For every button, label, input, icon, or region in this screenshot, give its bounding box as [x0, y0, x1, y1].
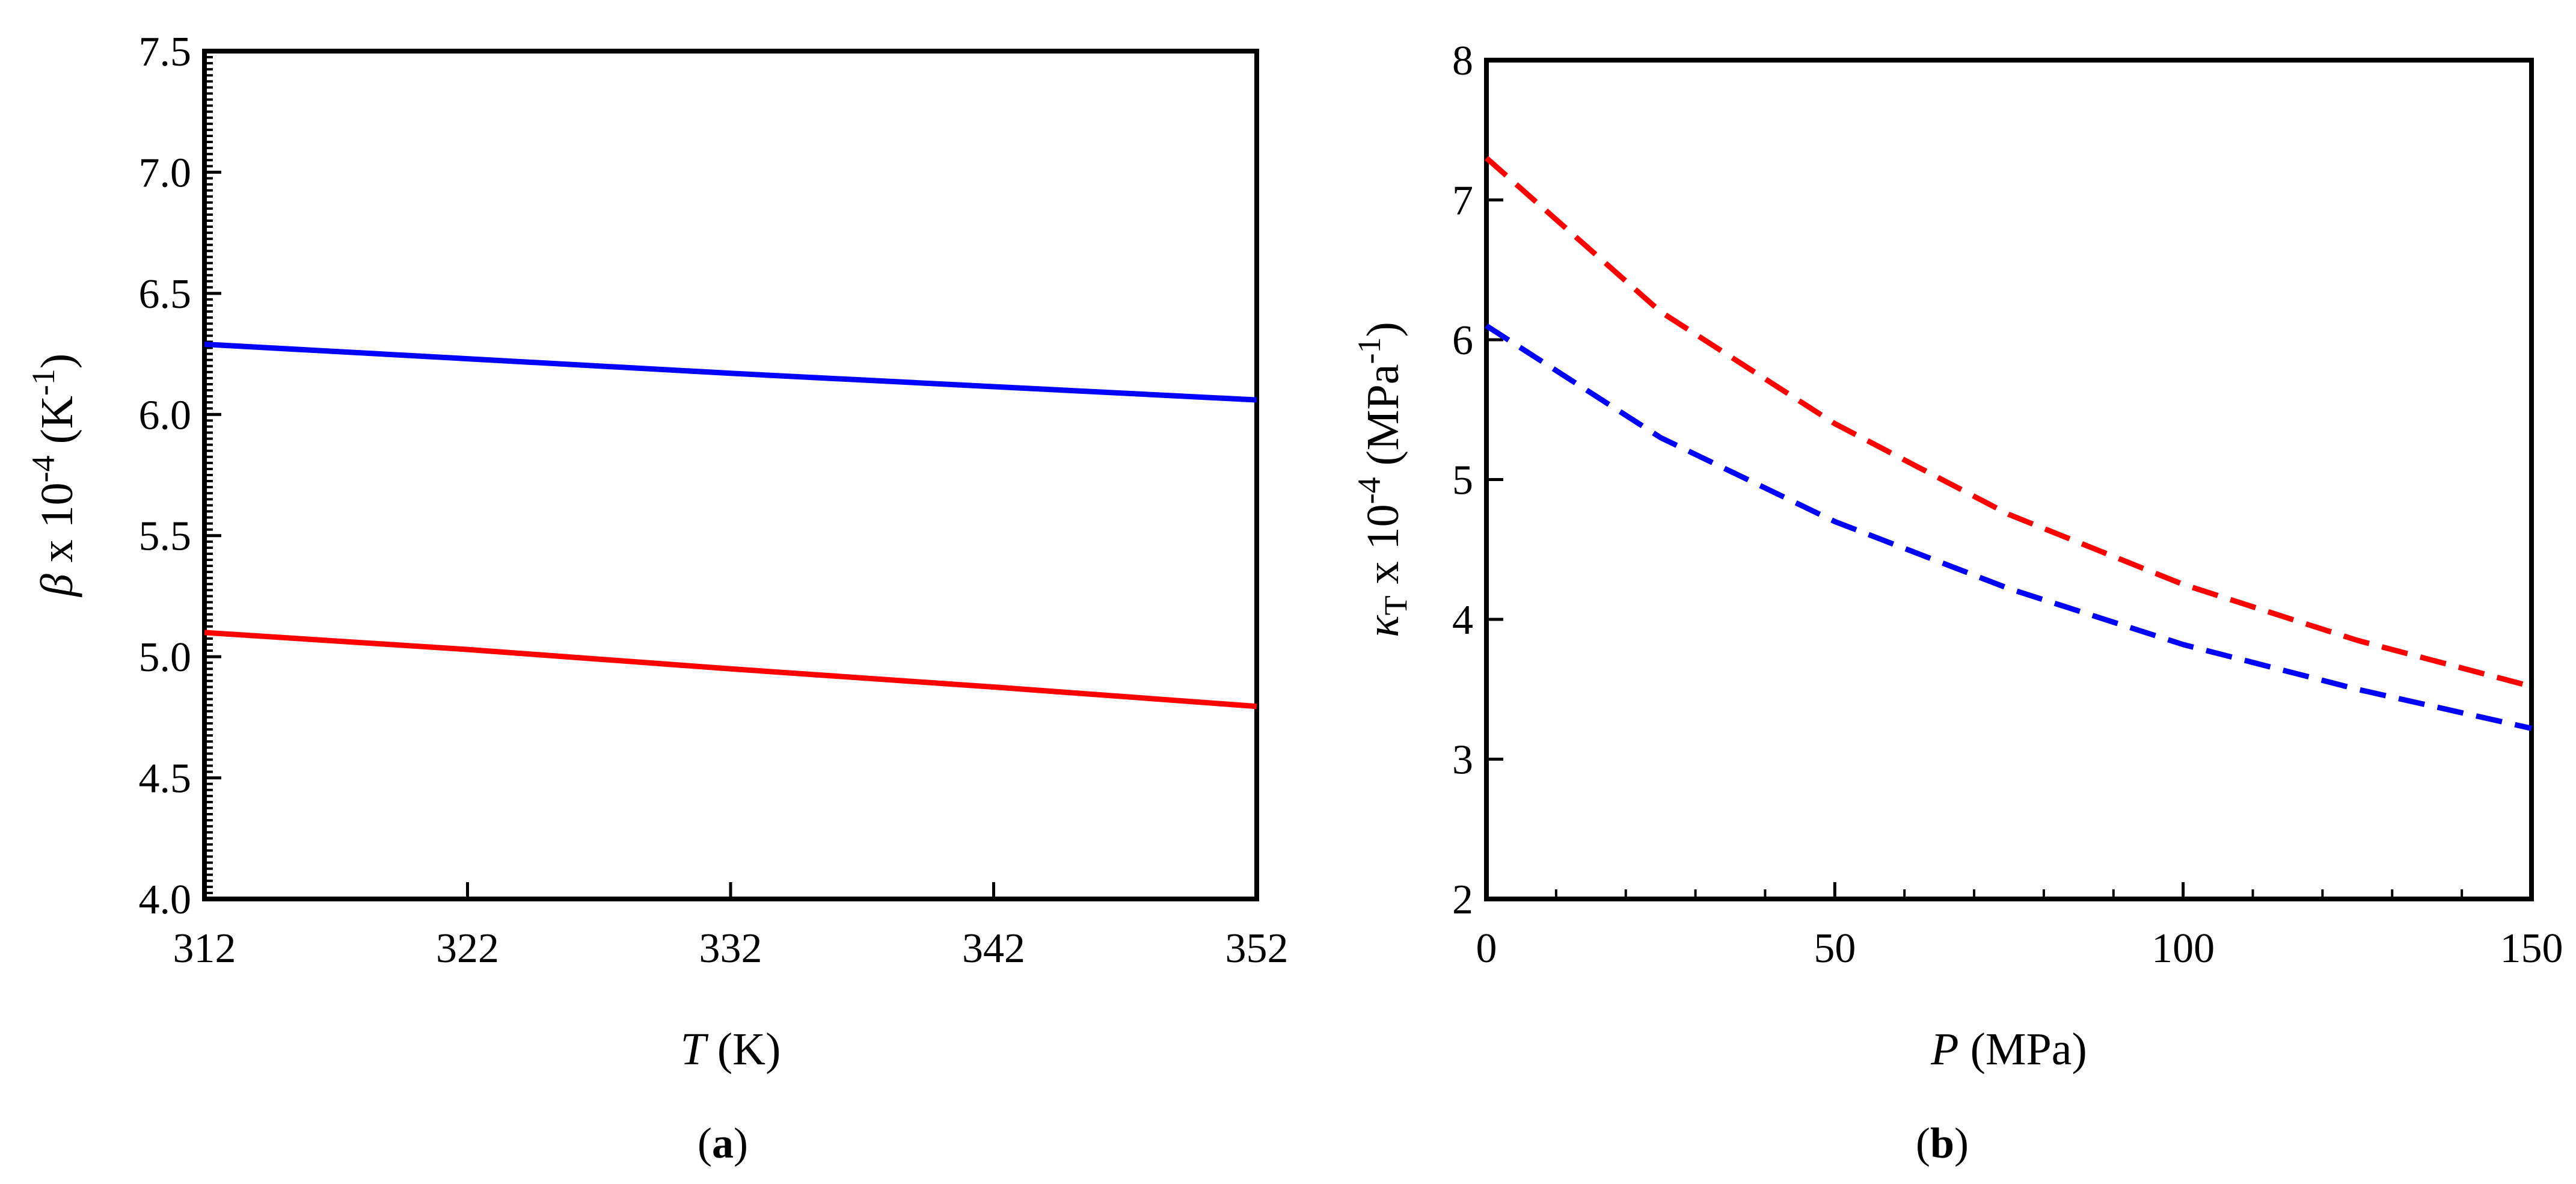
series-line-blue	[204, 342, 1257, 403]
x-tick-label: 322	[436, 925, 499, 972]
x-tick-label: 100	[2151, 925, 2215, 972]
y-tick-label: 7	[1452, 178, 1473, 224]
y-tick-label: 4.0	[139, 877, 192, 923]
chart-panel-b: 2 3 4 5 6 7 8 0 50 100 150 P (MPa) κT x 10-4 (MPa-1)	[1351, 38, 2563, 1075]
panel-label-a: (a)	[698, 1119, 748, 1167]
y-tick-label: 4.5	[139, 756, 192, 802]
panel-label-b: (b)	[1916, 1119, 1969, 1167]
x-tick-label: 312	[173, 925, 236, 972]
series-line-red	[1485, 156, 2533, 689]
series-line-red	[204, 630, 1257, 710]
x-axis-label: T (K)	[681, 1024, 781, 1075]
x-tick-label: 50	[1814, 925, 1856, 972]
y-tick-label: 6.5	[139, 271, 192, 317]
y-tick-label: 6	[1452, 317, 1473, 364]
y-tick-label: 6.0	[139, 392, 192, 438]
x-tick-label: 332	[699, 925, 762, 972]
x-tick-label: 352	[1225, 925, 1289, 972]
chart-panel-a: 4.0 4.5 5.0 5.5 6.0 6.5 7.0 7.5 312 322 332 342 352 T…	[25, 29, 1289, 1075]
y-tick-label: 7.5	[139, 29, 192, 75]
x-axis-label: P (MPa)	[1930, 1024, 2087, 1075]
x-tick-label: 150	[2500, 925, 2563, 972]
x-tick-label: 342	[962, 925, 1025, 972]
y-axis-label: β x 10-4 (K-1)	[25, 354, 82, 598]
y-tick-label: 5.5	[139, 514, 192, 560]
y-tick-label: 5	[1452, 458, 1473, 504]
y-tick-label: 5.0	[139, 634, 192, 681]
plot-frame	[1484, 58, 2534, 901]
x-tick-label: 0	[1476, 925, 1497, 972]
y-tick-label: 8	[1452, 38, 1473, 84]
plot-frame	[202, 49, 1259, 901]
y-tick-label: 7.0	[139, 150, 192, 196]
y-axis-label: κT x 10-4 (MPa-1)	[1351, 322, 1414, 637]
y-tick-label: 2	[1452, 877, 1473, 923]
series-line-blue	[1485, 324, 2532, 731]
y-tick-label: 3	[1452, 737, 1473, 784]
y-tick-label: 4	[1452, 597, 1473, 643]
